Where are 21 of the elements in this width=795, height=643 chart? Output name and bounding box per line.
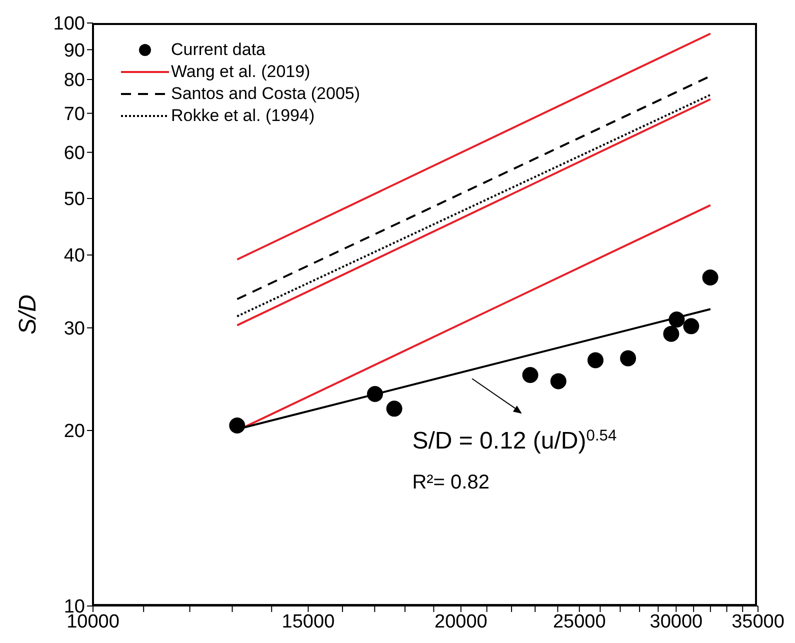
legend-label: Rokke et al. (1994) bbox=[171, 105, 315, 127]
y-tick-label: 50 bbox=[64, 189, 85, 210]
y-axis-title: S/D bbox=[14, 294, 42, 335]
y-tick-label: 100 bbox=[53, 14, 85, 35]
y-tick-label: 30 bbox=[64, 318, 85, 340]
legend-label: Wang et al. (2019) bbox=[171, 61, 310, 83]
y-tick-label: 40 bbox=[64, 246, 85, 267]
legend-label: Santos and Costa (2005) bbox=[171, 83, 360, 105]
x-tick-label: 20000 bbox=[434, 611, 488, 632]
y-tick-label: 60 bbox=[64, 143, 85, 164]
y-tick-label: 70 bbox=[64, 104, 85, 126]
x-tick-label: 35000 bbox=[732, 611, 784, 632]
x-tick-label: 25000 bbox=[552, 611, 606, 632]
y-tick-label: 80 bbox=[64, 70, 85, 92]
annotation: R²= 0.82 bbox=[412, 472, 490, 494]
y-tick-label: 90 bbox=[64, 40, 85, 62]
annotation: S/D = 0.12 (u/D)$^{0.54}$ bbox=[412, 427, 617, 455]
x-tick-label: 15000 bbox=[282, 611, 335, 632]
legend-label: Current data bbox=[171, 39, 266, 61]
x-tick-label: 30000 bbox=[650, 611, 703, 632]
y-tick-label: 20 bbox=[64, 421, 85, 442]
